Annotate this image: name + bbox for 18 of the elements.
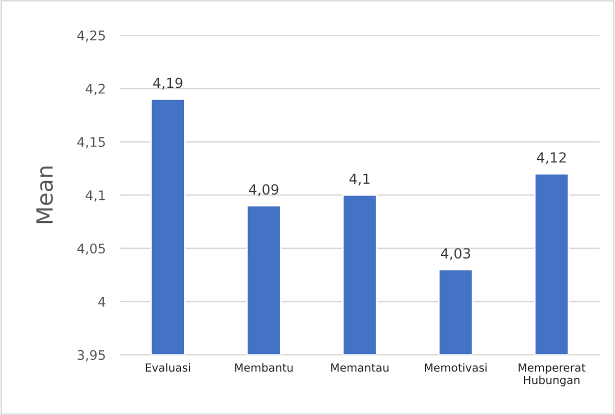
y-tick-label: 4,1 [86, 190, 105, 202]
y-tick-label: 4,05 [77, 244, 105, 255]
data-label: 4,19 [153, 78, 182, 90]
data-label: 4,1 [349, 174, 370, 186]
y-tick-label: 4,25 [77, 30, 105, 42]
x-tick-label: Memotivasi [424, 363, 487, 372]
x-tick-label: Evaluasi [146, 363, 190, 372]
data-label: 4,09 [249, 184, 278, 196]
y-tick-label: 4,2 [86, 84, 105, 96]
y-tick-label: 4,15 [77, 137, 105, 148]
x-tick-label: Membantu [235, 363, 293, 372]
data-label: 4,12 [536, 152, 566, 164]
x-tick-label: Mempererat Hubungan [518, 364, 586, 386]
data-label: 4,03 [440, 248, 470, 260]
y-tick-label: 4 [98, 296, 106, 307]
y-axis-title: Mean [36, 166, 53, 224]
x-tick-label: Memantau [331, 364, 388, 372]
y-tick-label: 3,95 [78, 350, 105, 362]
